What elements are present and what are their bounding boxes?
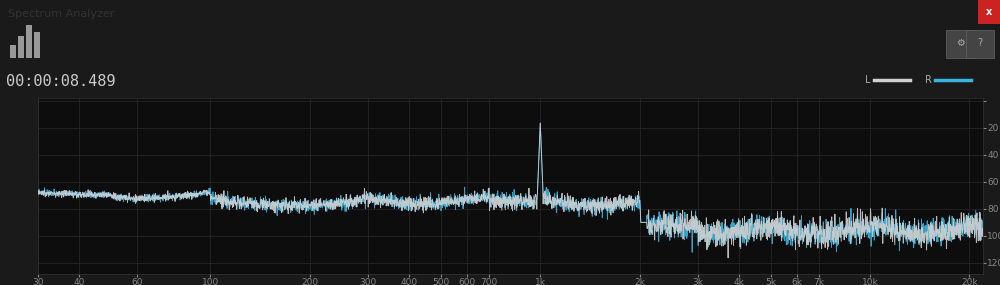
Text: R: R bbox=[925, 75, 932, 85]
Bar bbox=[34, 32, 40, 58]
Text: L: L bbox=[865, 75, 870, 85]
FancyBboxPatch shape bbox=[946, 30, 974, 58]
Text: 00:00:08.489: 00:00:08.489 bbox=[6, 74, 116, 89]
Text: ⚙: ⚙ bbox=[956, 38, 964, 48]
Text: x: x bbox=[986, 7, 992, 17]
Bar bbox=[26, 25, 32, 58]
FancyBboxPatch shape bbox=[966, 30, 994, 58]
Text: ?: ? bbox=[977, 38, 983, 48]
Bar bbox=[18, 36, 24, 58]
Bar bbox=[10, 45, 16, 58]
Bar bbox=[978, 0, 1000, 24]
Text: Spectrum Analyzer: Spectrum Analyzer bbox=[8, 9, 114, 19]
